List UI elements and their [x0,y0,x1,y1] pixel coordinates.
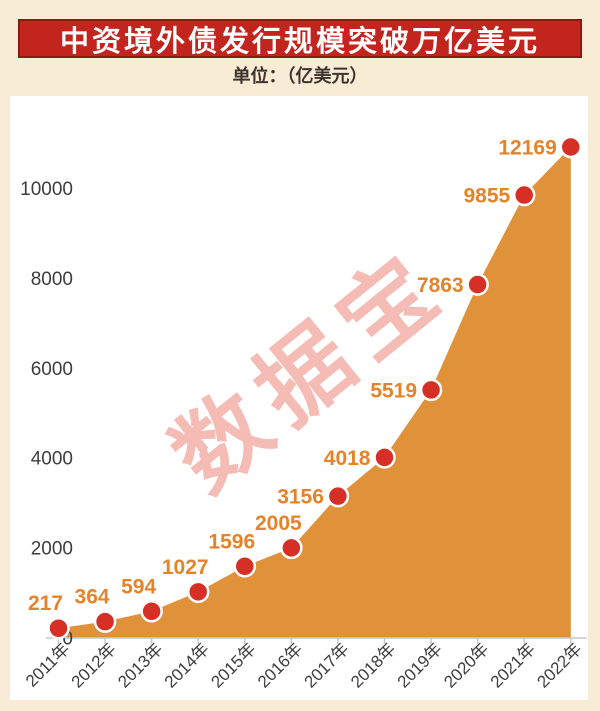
y-axis-label: 10000 [20,179,73,200]
x-axis-label: 2017年 [301,639,353,691]
y-axis-label: 2000 [31,539,73,560]
x-axis-label: 2015年 [207,639,259,691]
data-point [512,183,536,207]
data-value-label: 217 [28,592,63,615]
x-axis-label: 2012年 [68,639,120,691]
data-value-label: 1027 [162,556,209,579]
data-value-label: 4018 [324,447,371,470]
data-value-label: 364 [75,586,110,609]
y-axis-label: 0 [62,629,73,650]
data-point [559,135,583,159]
x-axis-label: 2021年 [487,639,539,691]
unit-label: 单位：（亿美元） [232,66,368,86]
data-point [419,378,443,402]
x-axis-label: 2019年 [394,639,446,691]
page-title: 中资境外债发行规模突破万亿美元 [59,25,540,58]
y-axis-label: 6000 [31,359,73,380]
x-axis-label: 2016年 [254,639,306,691]
y-axis-label: 8000 [31,269,73,290]
data-value-label: 1596 [208,530,255,553]
data-point [233,555,257,578]
data-point [280,536,303,560]
data-point [93,610,117,633]
data-value-label: 3156 [277,486,324,509]
title-banner: 中资境外债发行规模突破万亿美元 [18,19,582,58]
x-axis-label: 2020年 [440,639,492,691]
y-axis-label: 4000 [31,449,73,470]
x-axis-label: 2018年 [347,639,399,691]
data-point [326,484,350,508]
area-fill [58,147,571,638]
data-point [186,580,210,604]
data-point [47,616,70,640]
x-axis-label: 2022年 [533,639,585,691]
data-point [140,600,163,623]
data-value-label: 9855 [463,185,510,208]
data-value-label: 594 [121,575,156,598]
data-value-label: 7863 [417,274,464,297]
data-point [466,273,489,296]
data-value-label: 12169 [498,137,556,160]
x-axis-label: 2013年 [114,639,166,691]
chart-panel: 数据宝 2011年 2012年 2013年 2014年 2015年 2016年 2017年 2… [10,96,588,700]
data-value-label: 5519 [370,379,417,402]
data-point [373,446,396,469]
data-value-label: 2005 [255,512,302,535]
x-axis-label: 2014年 [161,639,213,691]
area-chart: 2011年2012年2013年2014年2015年2016年2017年2018年… [20,135,587,692]
